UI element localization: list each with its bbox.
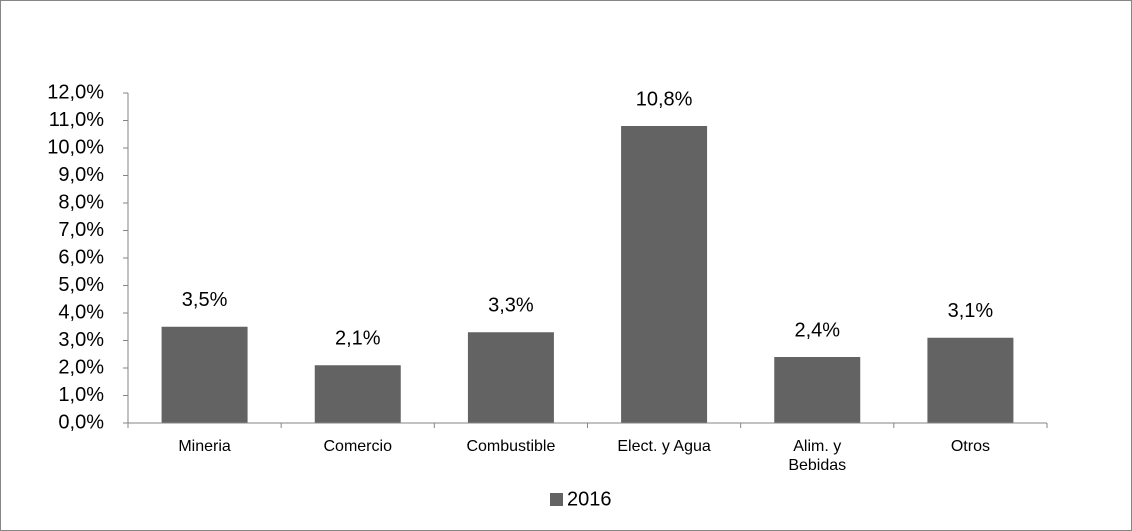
bar	[467, 332, 554, 423]
bar	[314, 365, 401, 423]
bar	[927, 337, 1014, 423]
x-tick-label: Alim. y Bebidas	[788, 438, 847, 474]
y-tick-label: 11,0%	[49, 109, 104, 131]
y-tick-label: 10,0%	[47, 136, 104, 158]
x-tick-label: Comercio	[323, 438, 392, 455]
y-tick-label: 8,0%	[58, 191, 104, 213]
x-tick-label: Otros	[950, 438, 990, 455]
legend-swatch	[550, 493, 563, 506]
data-label: 2,1%	[335, 328, 381, 350]
y-tick-label: 6,0%	[58, 246, 104, 268]
y-tick-label: 0,0%	[58, 411, 104, 433]
y-tick-label: 12,0%	[47, 81, 104, 103]
y-tick-label: 2,0%	[58, 356, 104, 378]
data-label: 3,3%	[488, 295, 534, 317]
y-tick-label: 4,0%	[58, 301, 104, 323]
bar	[161, 326, 248, 423]
bar	[774, 357, 861, 423]
y-tick-label: 3,0%	[58, 329, 104, 351]
data-label: 10,8%	[636, 88, 693, 110]
legend-label: 2016	[567, 488, 612, 510]
y-tick-label: 7,0%	[58, 219, 104, 241]
data-label: 3,1%	[948, 300, 994, 322]
bar	[621, 126, 708, 423]
y-tick-label: 1,0%	[58, 384, 104, 406]
y-tick-label: 5,0%	[58, 274, 104, 296]
x-tick-label: Mineria	[178, 438, 231, 455]
x-tick-label: Elect. y Agua	[617, 438, 711, 455]
data-label: 2,4%	[794, 319, 840, 341]
y-tick-label: 9,0%	[58, 164, 104, 186]
data-label: 3,5%	[182, 289, 228, 311]
x-tick-label: Combustible	[466, 438, 556, 455]
